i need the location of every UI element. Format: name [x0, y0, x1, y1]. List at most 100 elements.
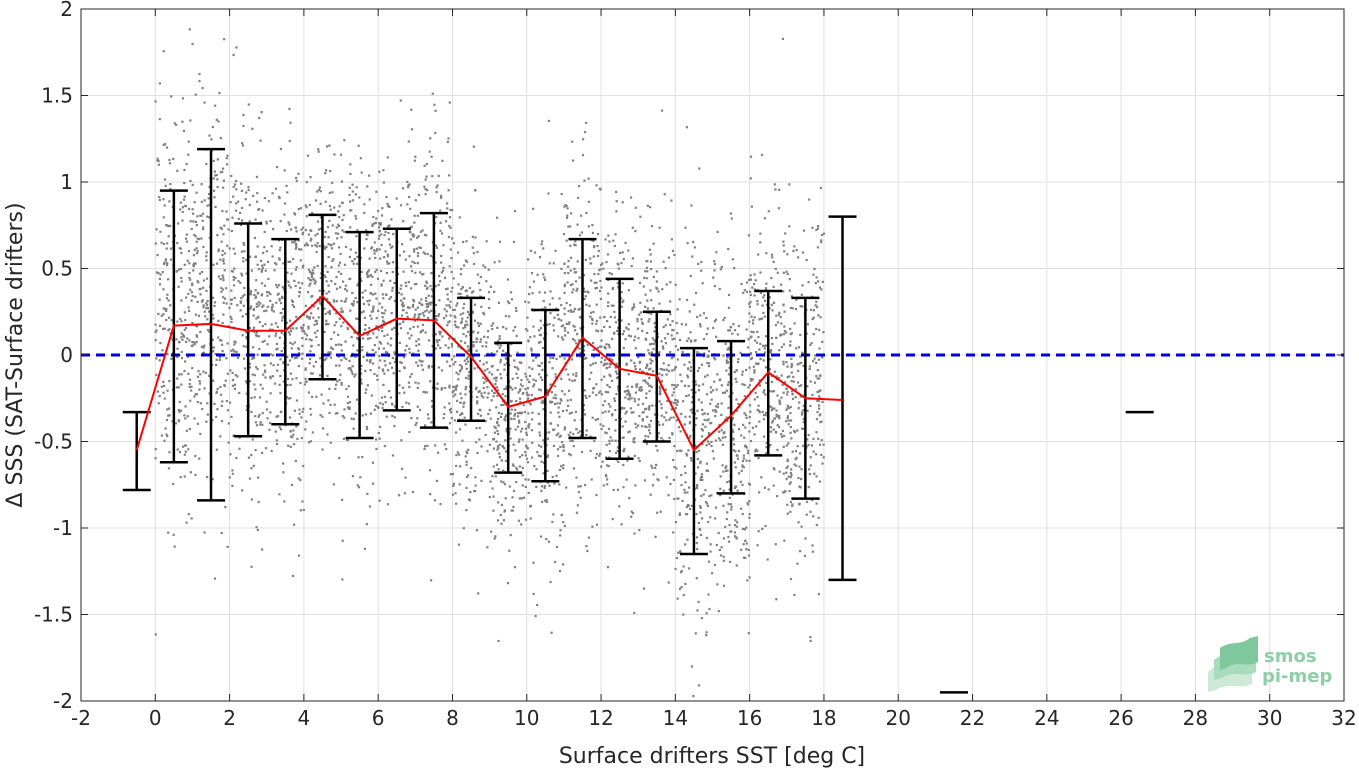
scatter-point	[476, 273, 479, 276]
scatter-point	[731, 332, 734, 335]
scatter-point	[733, 461, 736, 464]
scatter-point	[549, 411, 552, 414]
scatter-point	[651, 370, 655, 373]
scatter-point	[815, 276, 818, 279]
scatter-point	[725, 416, 728, 419]
scatter-point	[436, 451, 440, 454]
scatter-point	[162, 307, 165, 310]
scatter-point	[656, 449, 659, 452]
scatter-point	[549, 356, 552, 360]
scatter-point	[329, 353, 332, 356]
scatter-point	[386, 351, 389, 354]
scatter-point	[479, 338, 482, 341]
scatter-point	[332, 331, 336, 334]
scatter-point	[239, 211, 242, 215]
scatter-point	[444, 220, 448, 223]
scatter-point	[205, 277, 209, 280]
scatter-point	[486, 336, 489, 339]
scatter-point	[454, 393, 457, 396]
scatter-point	[237, 200, 240, 203]
scatter-point	[818, 414, 821, 417]
scatter-point	[391, 356, 394, 360]
scatter-point	[655, 270, 658, 273]
scatter-point	[460, 267, 463, 271]
scatter-point	[319, 202, 322, 205]
scatter-point	[471, 246, 474, 249]
scatter-point	[682, 593, 685, 597]
scatter-point	[496, 350, 499, 353]
scatter-point	[380, 214, 384, 217]
scatter-point	[502, 469, 505, 472]
scatter-point	[703, 412, 706, 415]
scatter-point	[200, 200, 203, 203]
scatter-point	[230, 270, 233, 273]
scatter-point	[454, 385, 457, 388]
scatter-point	[430, 155, 433, 158]
scatter-point	[788, 344, 792, 347]
scatter-point	[746, 502, 749, 505]
scatter-point	[524, 427, 528, 430]
scatter-point	[663, 416, 666, 419]
scatter-point	[424, 284, 427, 287]
scatter-point	[730, 530, 733, 533]
scatter-point	[480, 392, 483, 395]
scatter-point	[748, 516, 751, 519]
scatter-point	[711, 572, 714, 575]
scatter-point	[646, 415, 649, 418]
scatter-point	[609, 405, 612, 408]
scatter-point	[366, 233, 369, 237]
scatter-point	[488, 495, 491, 499]
scatter-point	[523, 410, 526, 414]
scatter-point	[351, 291, 354, 295]
scatter-point	[713, 284, 716, 288]
scatter-point	[621, 436, 624, 439]
scatter-point	[649, 493, 652, 496]
scatter-point	[706, 355, 709, 358]
scatter-point	[214, 352, 217, 356]
scatter-point	[670, 401, 673, 404]
scatter-point	[304, 428, 307, 431]
scatter-point	[742, 291, 745, 295]
scatter-point	[193, 341, 196, 344]
scatter-point	[423, 233, 427, 236]
scatter-point	[749, 300, 752, 304]
scatter-point	[409, 375, 412, 378]
scatter-point	[611, 439, 614, 442]
scatter-point	[373, 241, 376, 244]
scatter-point	[818, 374, 821, 377]
scatter-point	[638, 414, 641, 418]
scatter-point	[684, 471, 687, 475]
scatter-point	[413, 313, 417, 316]
scatter-point	[183, 195, 186, 198]
scatter-point	[206, 402, 209, 405]
scatter-point	[314, 319, 317, 322]
scatter-point	[381, 326, 384, 329]
scatter-point	[589, 315, 592, 318]
scatter-point	[764, 524, 767, 528]
scatter-point	[400, 439, 403, 442]
scatter-point	[586, 290, 589, 293]
scatter-point	[255, 305, 258, 308]
scatter-point	[427, 294, 430, 297]
scatter-point	[504, 414, 508, 417]
scatter-point	[757, 409, 761, 412]
scatter-point	[707, 365, 711, 368]
scatter-point	[399, 99, 402, 102]
scatter-point	[334, 412, 338, 415]
scatter-point	[809, 456, 812, 459]
scatter-point	[622, 450, 625, 453]
scatter-point	[189, 179, 192, 183]
scatter-point	[600, 361, 603, 364]
scatter-point	[689, 331, 692, 334]
scatter-point	[708, 495, 711, 498]
scatter-point	[576, 333, 579, 336]
scatter-point	[159, 230, 162, 233]
scatter-point	[223, 252, 226, 255]
scatter-point	[623, 447, 626, 450]
scatter-point	[255, 333, 258, 336]
scatter-point	[532, 325, 535, 328]
scatter-point	[295, 327, 298, 330]
scatter-point	[799, 486, 802, 489]
scatter-point	[580, 450, 584, 454]
scatter-point	[749, 278, 753, 281]
